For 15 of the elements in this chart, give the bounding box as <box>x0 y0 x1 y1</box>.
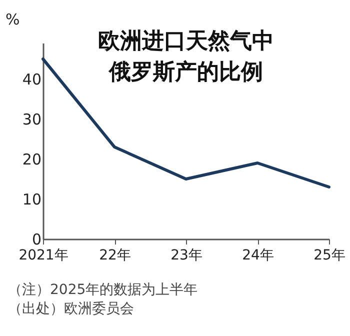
y-tick-label: 30 <box>22 110 42 128</box>
chart-title: 欧洲进口天然气中俄罗斯产的比例 <box>98 29 274 85</box>
y-axis-title: % <box>6 10 20 28</box>
x-tick-label: 25年 <box>314 248 346 264</box>
text: （出处）欧洲委员会 <box>8 301 134 317</box>
y-tick-label: 20 <box>22 150 42 168</box>
y-tick-label: 10 <box>22 190 42 208</box>
line-series <box>42 58 330 188</box>
x-tick-label: 24年 <box>242 248 274 264</box>
text: （注）2025年的数据为上半年 <box>8 282 198 298</box>
x-tick-label: 23年 <box>170 248 202 264</box>
y-tick-label: 0 <box>32 230 42 248</box>
x-tick-label: 22年 <box>99 248 131 264</box>
y-tick-label: 40 <box>22 70 42 88</box>
x-tick-label: 2021年 <box>18 248 68 264</box>
